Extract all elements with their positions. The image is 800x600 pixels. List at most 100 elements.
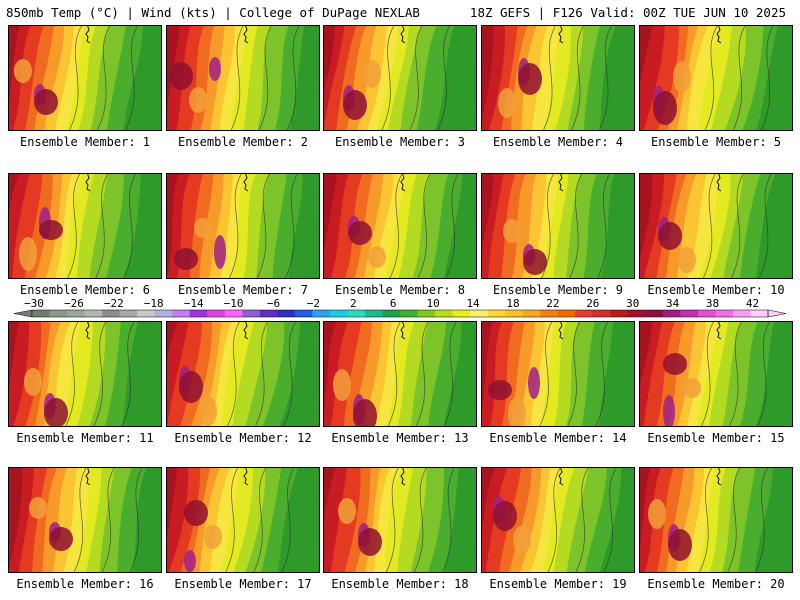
ensemble-member-map bbox=[8, 467, 162, 573]
ensemble-member-map bbox=[481, 321, 635, 427]
heat-spot bbox=[488, 380, 512, 400]
heat-spot bbox=[179, 371, 203, 403]
height-contour bbox=[598, 26, 612, 130]
colorbar-swatch bbox=[522, 310, 541, 317]
heat-spot bbox=[508, 397, 526, 426]
colorbar-swatch bbox=[137, 310, 155, 317]
colorbar-tick-label: −26 bbox=[64, 297, 84, 310]
colorbar-swatch bbox=[662, 310, 681, 317]
colorbar-outline bbox=[31, 309, 769, 318]
coastline bbox=[243, 322, 249, 340]
heat-spot bbox=[503, 219, 521, 243]
temperature-band bbox=[482, 174, 494, 250]
heat-spot bbox=[19, 237, 37, 271]
heat-spot bbox=[348, 221, 372, 245]
heat-spot bbox=[169, 62, 193, 90]
temperature-band bbox=[640, 468, 651, 546]
ensemble-member-map bbox=[166, 467, 320, 573]
height-contour bbox=[282, 322, 297, 426]
colorbar-swatch bbox=[224, 310, 243, 317]
ensemble-member-map bbox=[481, 25, 635, 131]
heat-spot bbox=[673, 61, 691, 93]
heat-spot bbox=[184, 500, 208, 526]
height-contour bbox=[123, 174, 137, 278]
colorbar-swatch bbox=[592, 310, 611, 317]
heat-spot bbox=[683, 378, 701, 398]
heat-spot bbox=[528, 367, 540, 399]
colorbar-swatch bbox=[470, 310, 488, 317]
temperature-band bbox=[9, 174, 30, 278]
ensemble-member-label: Ensemble Member: 7 bbox=[177, 283, 309, 297]
height-contour bbox=[755, 468, 769, 572]
ensemble-member-label: Ensemble Member: 3 bbox=[334, 135, 466, 149]
heat-spot bbox=[39, 220, 63, 240]
height-contour bbox=[385, 468, 399, 572]
colorbar-swatch bbox=[207, 310, 226, 317]
temperature-band bbox=[324, 174, 338, 250]
colorbar-swatch bbox=[400, 310, 418, 317]
colorbar-tick-label: 42 bbox=[746, 297, 759, 310]
coastline bbox=[400, 322, 406, 340]
height-contour bbox=[567, 322, 581, 426]
height-contour bbox=[101, 468, 115, 572]
heat-spot bbox=[174, 248, 198, 270]
heat-spot bbox=[194, 218, 212, 238]
height-contour bbox=[281, 468, 295, 572]
height-contour bbox=[96, 26, 111, 130]
heat-spot bbox=[29, 497, 47, 519]
heat-spot bbox=[184, 550, 196, 572]
temperature-band bbox=[482, 26, 494, 118]
model-run-info: 18Z GEFS | F126 Valid: 00Z TUE JUN 10 20… bbox=[469, 5, 786, 20]
colorbar-swatch bbox=[732, 310, 751, 317]
temperature-band bbox=[640, 26, 653, 85]
coastline bbox=[558, 322, 564, 340]
colorbar-swatch bbox=[364, 310, 383, 317]
height-contour bbox=[121, 322, 135, 426]
height-contour bbox=[65, 322, 79, 426]
colorbar-swatch bbox=[487, 310, 506, 317]
colorbar-tick-label: 26 bbox=[586, 297, 599, 310]
height-contour bbox=[445, 174, 459, 278]
colorbar-swatch bbox=[172, 310, 191, 317]
heat-spot bbox=[49, 527, 73, 551]
height-contour bbox=[254, 322, 269, 426]
temperature-band bbox=[324, 468, 348, 572]
height-contour bbox=[699, 468, 713, 572]
height-contour bbox=[704, 26, 718, 130]
colorbar-swatch bbox=[119, 310, 138, 317]
heat-spot bbox=[363, 60, 381, 88]
heat-spot bbox=[189, 87, 207, 113]
height-contour bbox=[727, 468, 741, 572]
height-contour bbox=[389, 174, 403, 278]
height-contour bbox=[230, 26, 244, 130]
heat-spot bbox=[343, 90, 367, 120]
height-contour bbox=[700, 322, 714, 426]
height-contour bbox=[226, 322, 241, 426]
coastline bbox=[716, 468, 722, 486]
colorbar-swatch bbox=[505, 310, 523, 317]
coastline bbox=[558, 26, 564, 44]
coastline bbox=[85, 468, 91, 486]
colorbar-tick-label: −10 bbox=[224, 297, 244, 310]
temperature-band bbox=[9, 322, 19, 389]
coastline bbox=[243, 468, 249, 486]
heat-spot bbox=[358, 528, 382, 556]
heat-spot bbox=[209, 57, 221, 81]
colorbar-swatch bbox=[84, 310, 103, 317]
coastline bbox=[400, 174, 406, 192]
heat-spot bbox=[368, 246, 386, 268]
heat-spot bbox=[493, 501, 517, 531]
colorbar-swatch bbox=[680, 310, 699, 317]
heat-spot bbox=[658, 222, 682, 250]
ensemble-member-label: Ensemble Member: 9 bbox=[492, 283, 624, 297]
height-contour bbox=[67, 174, 81, 278]
height-contour bbox=[597, 174, 611, 278]
coastline bbox=[243, 26, 249, 44]
colorbar-swatch bbox=[417, 310, 436, 317]
ensemble-member-label: Ensemble Member: 15 bbox=[647, 431, 785, 445]
ensemble-member-map bbox=[639, 173, 793, 279]
coastline bbox=[558, 174, 564, 192]
colorbar-swatch bbox=[312, 310, 331, 317]
height-contour bbox=[443, 322, 457, 426]
ensemble-member-map bbox=[639, 25, 793, 131]
